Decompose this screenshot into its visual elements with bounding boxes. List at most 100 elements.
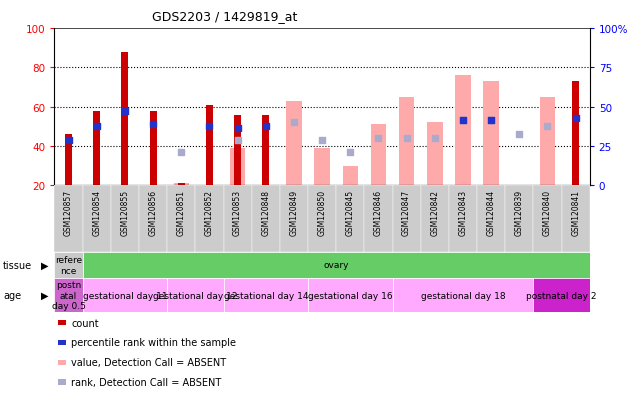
Bar <box>314 149 330 186</box>
Bar <box>230 149 246 186</box>
Point <box>345 149 355 156</box>
Bar <box>83 279 167 312</box>
Bar <box>370 125 386 186</box>
Bar <box>308 186 336 252</box>
Text: percentile rank within the sample: percentile rank within the sample <box>71 337 236 348</box>
Text: GSM120844: GSM120844 <box>487 189 495 235</box>
Bar <box>262 115 269 186</box>
Text: GSM120852: GSM120852 <box>205 189 214 235</box>
Point <box>92 123 102 130</box>
Bar <box>308 279 392 312</box>
Point <box>429 135 440 142</box>
Text: gestational day 11: gestational day 11 <box>83 291 167 300</box>
Bar <box>54 279 83 312</box>
Text: age: age <box>3 290 21 300</box>
Text: postn
atal
day 0.5: postn atal day 0.5 <box>52 280 85 310</box>
Text: GSM120855: GSM120855 <box>121 189 129 235</box>
Bar <box>83 186 111 252</box>
Bar <box>286 102 302 186</box>
Point <box>233 138 243 144</box>
Text: GSM120840: GSM120840 <box>543 189 552 235</box>
Point <box>458 118 468 124</box>
Point <box>486 118 496 124</box>
Text: refere
nce: refere nce <box>55 256 82 275</box>
Bar <box>149 111 156 186</box>
Point <box>570 116 581 122</box>
Bar <box>364 186 392 252</box>
Text: ▶: ▶ <box>40 290 48 300</box>
Bar <box>392 186 420 252</box>
Text: gestational day 12: gestational day 12 <box>153 291 238 300</box>
Point <box>401 135 412 142</box>
Bar <box>392 279 533 312</box>
Text: GSM120853: GSM120853 <box>233 189 242 235</box>
Point <box>120 108 130 114</box>
Point <box>514 131 524 138</box>
Bar <box>224 279 308 312</box>
Point <box>204 123 215 130</box>
Text: value, Detection Call = ABSENT: value, Detection Call = ABSENT <box>71 357 226 368</box>
Bar <box>167 186 196 252</box>
Bar <box>455 76 470 186</box>
Bar <box>111 186 139 252</box>
Point <box>261 123 271 130</box>
Bar <box>505 186 533 252</box>
Text: GSM120857: GSM120857 <box>64 189 73 235</box>
Bar <box>483 82 499 186</box>
Text: GSM120848: GSM120848 <box>262 189 271 235</box>
Point <box>148 122 158 128</box>
Text: GSM120843: GSM120843 <box>458 189 467 235</box>
Bar <box>54 252 83 279</box>
Bar <box>174 184 189 186</box>
Text: GSM120846: GSM120846 <box>374 189 383 235</box>
Bar <box>533 279 590 312</box>
Point <box>317 138 328 144</box>
Bar <box>572 82 579 186</box>
Text: GSM120849: GSM120849 <box>290 189 299 235</box>
Bar <box>206 105 213 186</box>
Bar <box>54 186 83 252</box>
Bar <box>196 186 224 252</box>
Text: GSM120850: GSM120850 <box>317 189 327 235</box>
Bar <box>449 186 477 252</box>
Text: GSM120845: GSM120845 <box>345 189 354 235</box>
Bar <box>224 186 252 252</box>
Text: GSM120854: GSM120854 <box>92 189 101 235</box>
Text: GDS2203 / 1429819_at: GDS2203 / 1429819_at <box>152 10 297 23</box>
Bar <box>342 166 358 186</box>
Point <box>373 135 383 142</box>
Bar <box>234 115 241 186</box>
Text: ovary: ovary <box>324 261 349 270</box>
Point <box>233 126 243 132</box>
Point <box>63 138 74 144</box>
Bar <box>280 186 308 252</box>
Text: GSM120847: GSM120847 <box>402 189 411 235</box>
Text: gestational day 16: gestational day 16 <box>308 291 392 300</box>
Text: GSM120839: GSM120839 <box>515 189 524 235</box>
Bar <box>427 123 442 186</box>
Text: GSM120856: GSM120856 <box>149 189 158 235</box>
Bar <box>139 186 167 252</box>
Text: GSM120842: GSM120842 <box>430 189 439 235</box>
Bar <box>533 186 562 252</box>
Text: GSM120841: GSM120841 <box>571 189 580 235</box>
Text: gestational day 18: gestational day 18 <box>420 291 505 300</box>
Point <box>458 118 468 124</box>
Point <box>176 149 187 156</box>
Bar <box>93 111 100 186</box>
Point <box>542 123 553 130</box>
Point <box>486 118 496 124</box>
Bar <box>420 186 449 252</box>
Point <box>289 120 299 126</box>
Text: count: count <box>71 318 99 328</box>
Bar <box>336 186 364 252</box>
Bar <box>477 186 505 252</box>
Bar <box>399 97 414 186</box>
Text: ▶: ▶ <box>40 260 48 271</box>
Bar <box>178 184 185 186</box>
Text: GSM120851: GSM120851 <box>177 189 186 235</box>
Bar <box>562 186 590 252</box>
Text: gestational day 14: gestational day 14 <box>224 291 308 300</box>
Text: tissue: tissue <box>3 260 32 271</box>
Text: postnatal day 2: postnatal day 2 <box>526 291 597 300</box>
